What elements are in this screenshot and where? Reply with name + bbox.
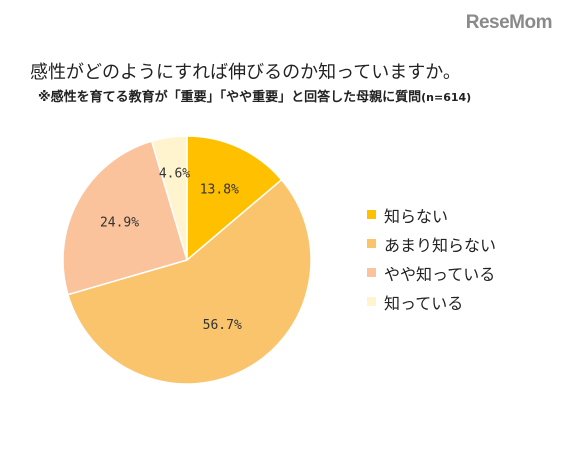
legend-item: 知らない [367,200,496,229]
legend-swatch [367,297,376,306]
legend-item: やや知っている [367,258,496,287]
legend-item: あまり知らない [367,229,496,258]
logo: ReseMom [465,12,553,33]
legend: 知らない あまり知らない やや知っている 知っている [367,200,496,316]
subtitle-text: ※感性を育てる教育が「重要」「やや重要」と回答した母親に質問 [38,90,422,105]
pie-slice [62,140,188,296]
pie-data-labels: 13.8% 56.7% 24.9% 4.6% [100,167,242,333]
data-label: 24.9% [100,216,139,231]
pie-slices [62,135,312,385]
legend-swatch [367,239,376,248]
legend-label: あまり知らない [384,235,497,255]
pie-slice [186,135,283,262]
legend-item: 知っている [367,287,496,316]
legend-swatch [367,210,376,219]
data-label: 4.6% [159,167,190,182]
legend-swatch [367,268,376,277]
chart-title: 感性がどのようにすれば伸びるのか知っていますか。 [30,62,461,83]
chart-subtitle: ※感性を育てる教育が「重要」「やや重要」と回答した母親に質問(n=614) [38,86,471,105]
sample-size: (n=614) [421,91,472,104]
legend-label: 知っている [384,293,464,313]
legend-label: 知らない [384,206,449,226]
legend-label: やや知っている [384,264,496,284]
pie-slice [150,135,188,261]
data-label: 56.7% [203,318,242,333]
data-label: 13.8% [200,183,239,198]
pie-slice [66,178,312,385]
